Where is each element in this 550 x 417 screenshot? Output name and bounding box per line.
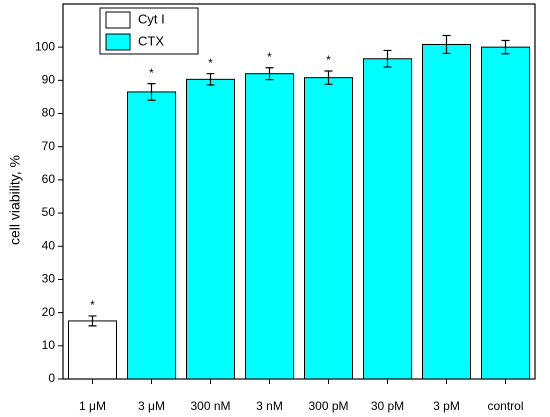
significance-mark: * — [326, 53, 331, 67]
y-tick-label: 100 — [35, 39, 55, 53]
error-bar — [442, 34, 451, 55]
x-tick-label: 3 nM — [256, 399, 283, 413]
error-bar — [265, 67, 274, 81]
y-tick-label: 60 — [42, 172, 56, 186]
error-bar — [206, 73, 215, 86]
error-bar — [501, 39, 510, 55]
bar — [245, 73, 294, 380]
bar — [422, 43, 471, 380]
bar — [363, 58, 412, 380]
x-tick-label: 3 μM — [138, 399, 165, 413]
x-tick-label: 300 nM — [190, 399, 230, 413]
y-tick-label: 30 — [42, 272, 56, 286]
y-tick-label: 80 — [42, 106, 56, 120]
x-tick-label: 300 pM — [308, 399, 348, 413]
y-tick-label: 20 — [42, 305, 56, 319]
x-tick-label: 1 μM — [79, 399, 106, 413]
significance-mark: * — [267, 50, 272, 64]
x-tick-label: 30 pM — [371, 399, 404, 413]
bar — [304, 77, 353, 380]
y-tick-label: 90 — [42, 72, 56, 86]
y-tick-label: 0 — [48, 371, 55, 385]
significance-mark: * — [90, 298, 95, 312]
error-bar — [324, 70, 333, 85]
bar — [68, 320, 117, 380]
y-tick-label: 40 — [42, 238, 56, 252]
legend-label: Cyt I — [138, 11, 165, 26]
legend-label: CTX — [138, 33, 164, 48]
error-bar — [88, 315, 97, 327]
y-tick-label: 50 — [42, 205, 56, 219]
y-tick-label: 70 — [42, 139, 56, 153]
significance-mark: * — [149, 66, 154, 80]
y-axis-label: cell viability, % — [7, 155, 23, 245]
plot-frame — [62, 3, 536, 380]
bar — [127, 91, 176, 380]
bar — [186, 78, 235, 380]
legend-swatch — [105, 33, 131, 51]
y-tick-label: 10 — [42, 338, 56, 352]
significance-mark: * — [208, 56, 213, 70]
x-tick-label: 3 pM — [433, 399, 460, 413]
error-bar — [383, 49, 392, 68]
legend-swatch — [105, 11, 131, 29]
bar — [481, 46, 530, 380]
error-bar — [147, 83, 156, 101]
x-tick-label: control — [487, 399, 523, 413]
